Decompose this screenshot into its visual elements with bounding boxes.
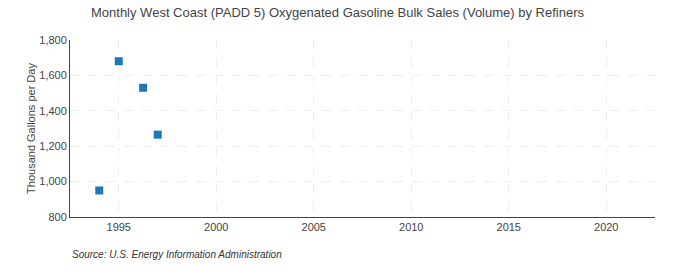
svg-text:1995: 1995 (107, 221, 131, 233)
svg-text:2000: 2000 (204, 221, 228, 233)
svg-text:2020: 2020 (594, 221, 618, 233)
svg-text:Thousand Gallons per Day: Thousand Gallons per Day (25, 63, 37, 194)
svg-text:1,000: 1,000 (39, 175, 67, 187)
svg-text:1,600: 1,600 (39, 69, 67, 81)
svg-text:1,400: 1,400 (39, 105, 67, 117)
svg-text:1,800: 1,800 (39, 34, 67, 46)
svg-text:2005: 2005 (302, 221, 326, 233)
svg-text:Source: U.S. Energy Informatio: Source: U.S. Energy Information Administ… (72, 249, 282, 260)
svg-text:Monthly West Coast (PADD 5) Ox: Monthly West Coast (PADD 5) Oxygenated G… (91, 5, 585, 20)
svg-text:2015: 2015 (497, 221, 521, 233)
svg-text:1,200: 1,200 (39, 140, 67, 152)
svg-text:2010: 2010 (399, 221, 423, 233)
svg-text:800: 800 (48, 211, 66, 223)
